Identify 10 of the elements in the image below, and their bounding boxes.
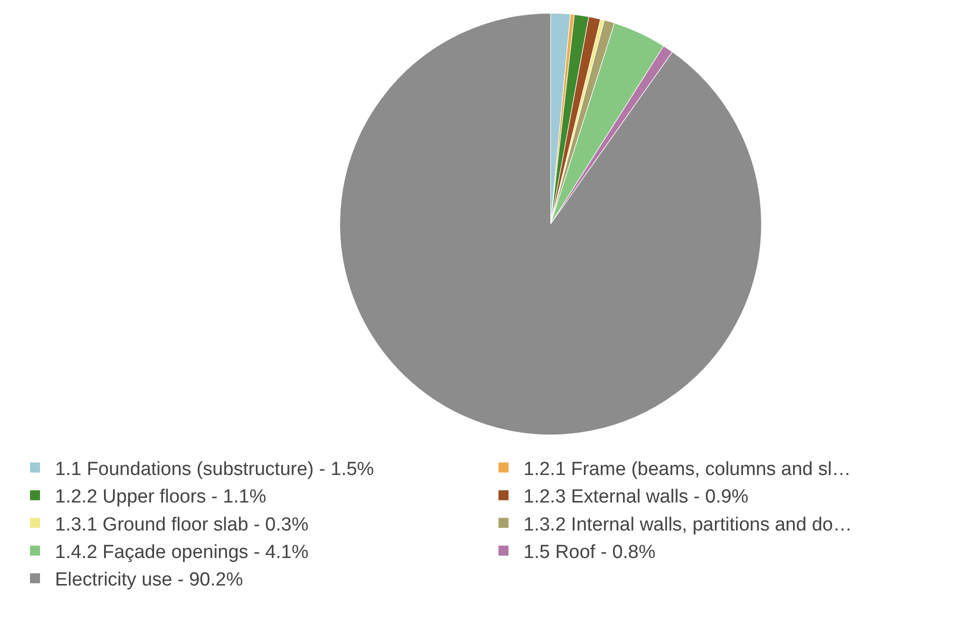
legend-label: 1.3.2 Internal walls, partitions and do… [524, 514, 852, 536]
legend-label: 1.1 Foundations (substructure) - 1.5% [55, 458, 374, 480]
legend-label: 1.3.1 Ground floor slab - 0.3% [55, 514, 309, 536]
legend-label: 1.2.3 External walls - 0.9% [524, 486, 749, 508]
legend-label: Electricity use - 90.2% [55, 570, 244, 591]
pie-slice [340, 12, 762, 435]
legend-label: 1.2.2 Upper floors - 1.1% [55, 486, 266, 508]
legend-label: 1.5 Roof - 0.8% [524, 542, 656, 563]
legend-label: 1.4.2 Façade openings - 4.1% [55, 542, 309, 563]
legend-label: 1.2.1 Frame (beams, columns and sl… [524, 458, 851, 480]
